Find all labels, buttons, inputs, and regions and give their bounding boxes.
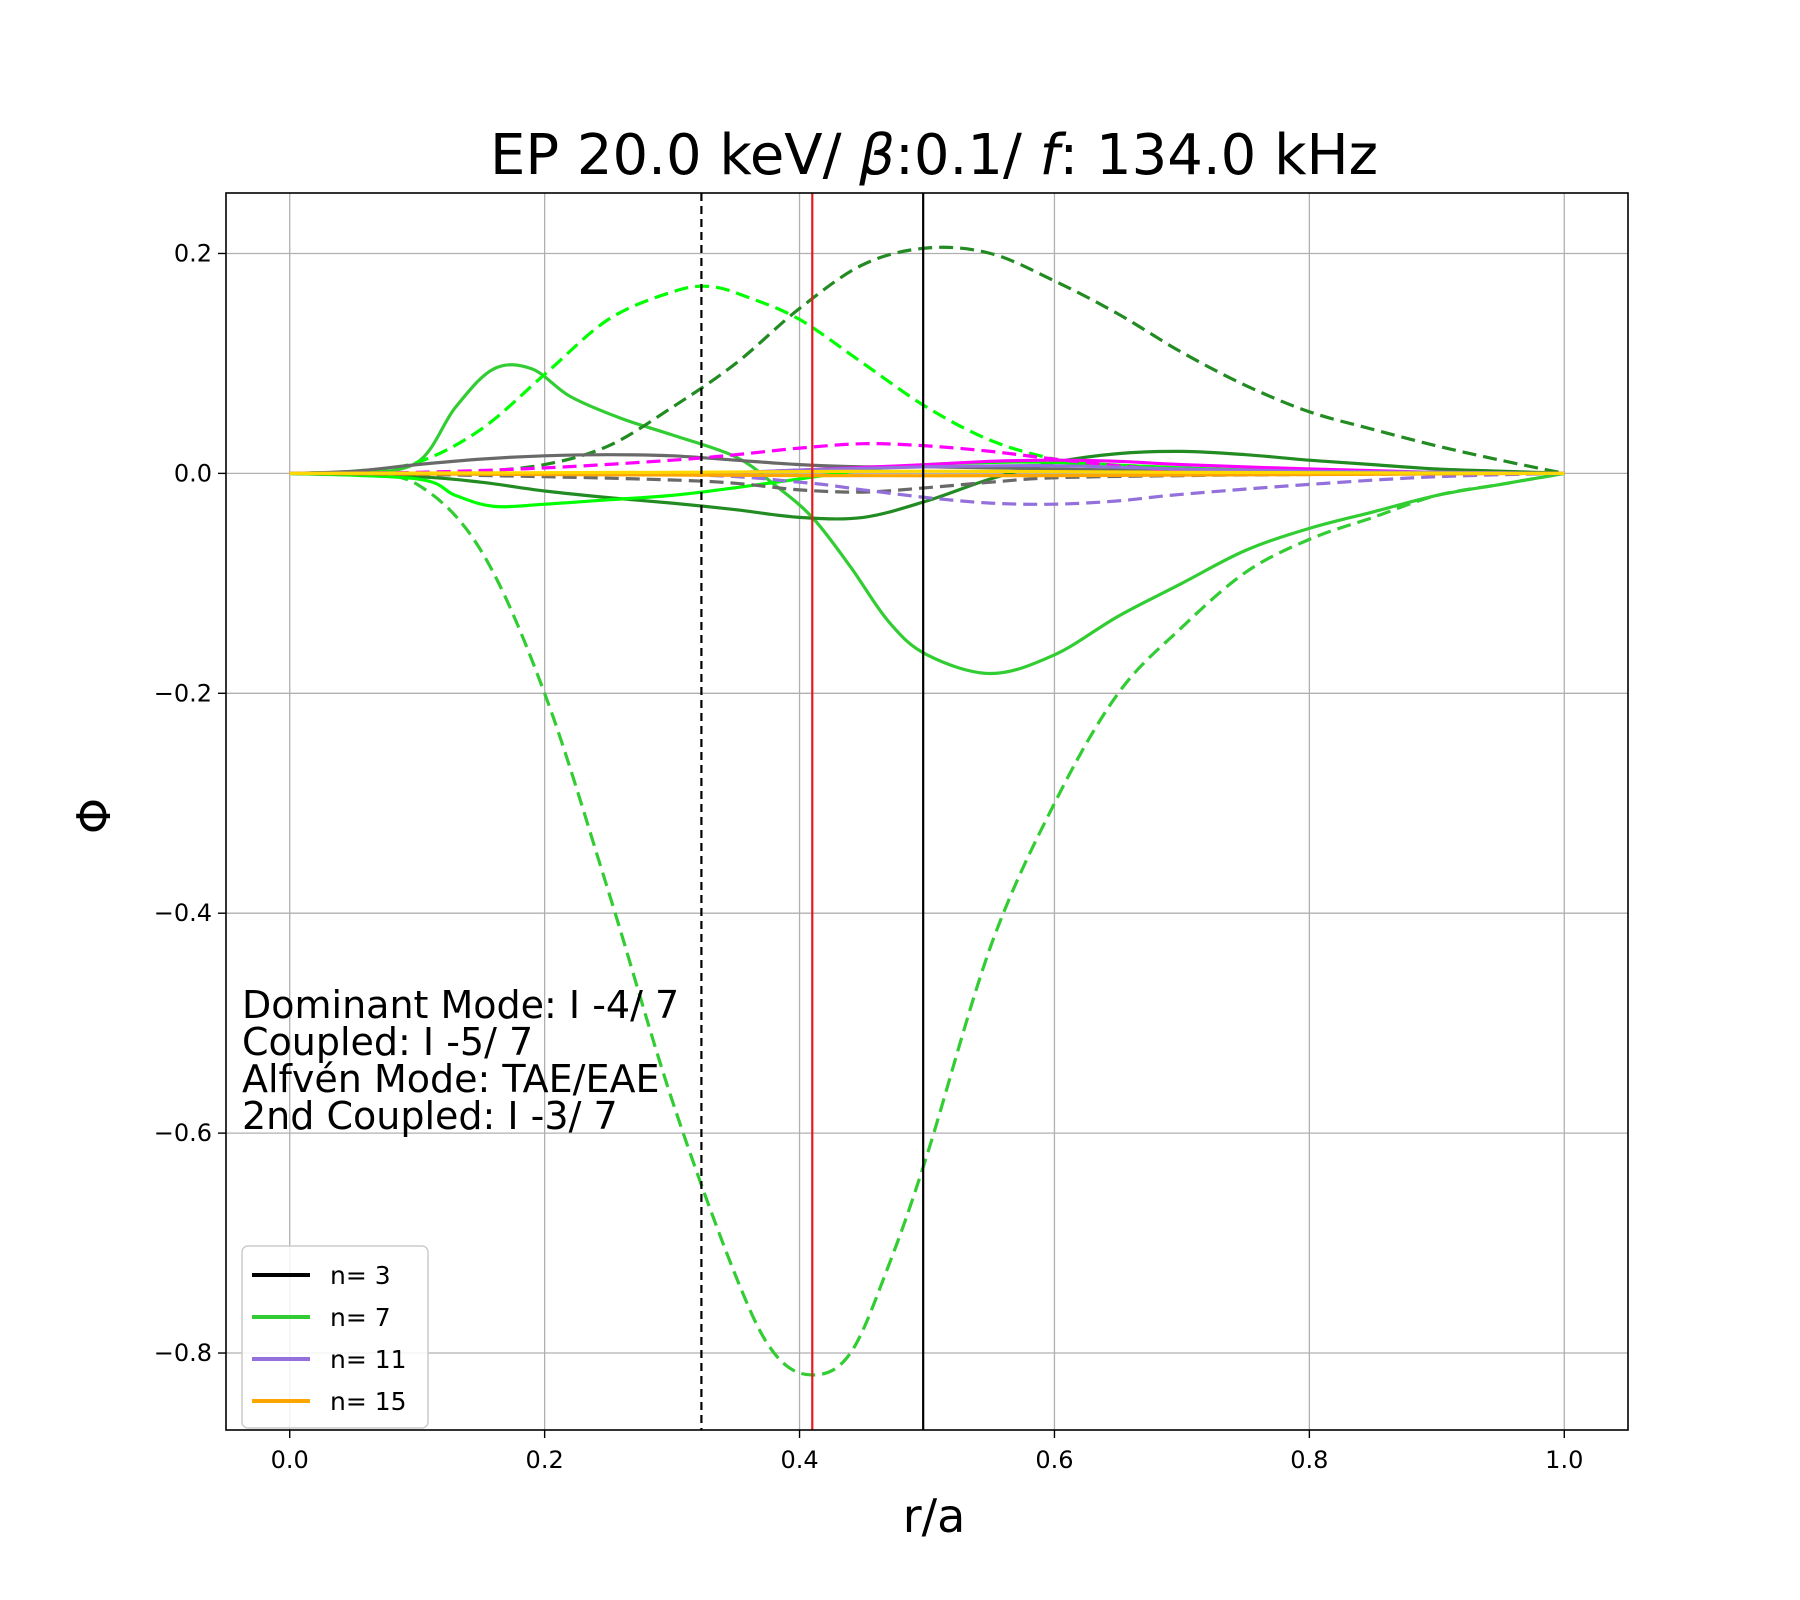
- title-part: :0.1/: [895, 123, 1040, 188]
- series-line: [289, 449, 1565, 521]
- annotation-block: Dominant Mode: I -4/ 7 Coupled: I -5/ 7 …: [242, 983, 679, 1138]
- series-line: [289, 471, 1565, 506]
- x-axis-label: r/a: [903, 1489, 966, 1543]
- title-part: β: [858, 123, 895, 188]
- annotation-2nd-coupled: 2nd Coupled: I -3/ 7: [242, 1094, 618, 1138]
- chart-title: EP 20.0 keV/ β:0.1/ f: 134.0 kHz: [490, 123, 1378, 188]
- y-tick-label: −0.2: [154, 679, 212, 707]
- y-tick-label: −0.6: [154, 1119, 212, 1147]
- plot-frame: [225, 192, 1629, 1431]
- x-tick-label: 0.4: [780, 1446, 818, 1474]
- y-tick-label: −0.4: [154, 899, 212, 927]
- x-tick-label: 0.8: [1290, 1446, 1328, 1474]
- x-tick-label: 0.6: [1035, 1446, 1073, 1474]
- y-tick-label: −0.8: [154, 1339, 212, 1367]
- y-tick-label: 0.0: [174, 459, 212, 487]
- legend: n= 3 n= 7 n= 11 n= 15: [241, 1245, 429, 1429]
- x-tick-label: 0.2: [526, 1446, 564, 1474]
- x-tick-label: 0.0: [271, 1446, 309, 1474]
- annotation-alfven: Alfvén Mode: TAE/EAE: [242, 1057, 659, 1101]
- axis-ticks: 0.0 0.2 0.4 0.6 0.8 1.0 0.2 0.0 −0.2 −0.4 −0.6 −0.8: [154, 239, 1584, 1474]
- legend-label-n11: n= 11: [330, 1345, 407, 1374]
- series-line: [289, 245, 1565, 476]
- y-axis-label: Φ: [67, 798, 121, 834]
- vertical-markers: [700, 193, 925, 1430]
- title-part: : 134.0 kHz: [1059, 123, 1378, 188]
- y-tick-label: 0.2: [174, 239, 212, 267]
- series-line: [289, 363, 1565, 676]
- series-line: [289, 469, 1565, 475]
- title-part: EP 20.0 keV/: [490, 123, 859, 188]
- legend-label-n3: n= 3: [330, 1261, 391, 1290]
- annotation-dominant: Dominant Mode: I -4/ 7: [242, 983, 679, 1027]
- annotation-coupled: Coupled: I -5/ 7: [242, 1020, 533, 1064]
- legend-label-n15: n= 15: [330, 1387, 407, 1416]
- legend-box: [241, 1245, 429, 1429]
- x-tick-label: 1.0: [1545, 1446, 1583, 1474]
- legend-label-n7: n= 7: [330, 1303, 391, 1332]
- series-group: [289, 245, 1565, 1377]
